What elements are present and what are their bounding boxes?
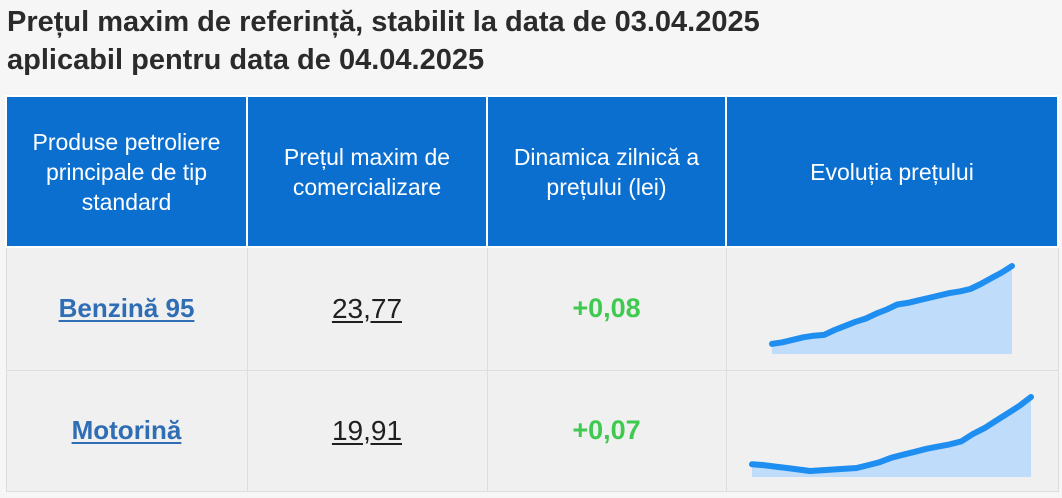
trend-line (748, 394, 1034, 474)
price-trend-sparkline (748, 394, 1034, 477)
price-link[interactable]: 19,91 (331, 414, 403, 446)
trend-cell (725, 369, 1059, 492)
table-row: Benzină 95 23,77 +0,08 (5, 246, 1059, 371)
page-title-line1: Prețul maxim de referință, stabilit la d… (7, 6, 760, 38)
trend-line (768, 263, 1015, 348)
price-cell: 19,91 (246, 369, 488, 492)
product-cell: Benzină 95 (5, 246, 248, 371)
daily-change-value: +0,08 (572, 293, 641, 324)
price-trend-sparkline (768, 263, 1015, 355)
product-link-benzina-95[interactable]: Benzină 95 (58, 293, 195, 324)
trend-area (751, 397, 1031, 477)
daily-change-value: +0,07 (572, 415, 641, 445)
page-title-line2: aplicabil pentru data de 04.04.2025 (7, 44, 485, 76)
change-cell: +0,07 (486, 369, 727, 492)
price-link[interactable]: 23,77 (331, 292, 403, 324)
header-price-evolution: Evoluția prețului (725, 95, 1059, 248)
table-header-row: Produse petroliere principale de tip sta… (5, 95, 1059, 248)
header-max-price: Prețul maxim de comercializare (246, 95, 488, 248)
product-link-motorina[interactable]: Motorină (71, 415, 182, 445)
page-title: Prețul maxim de referință, stabilit la d… (7, 3, 1057, 79)
header-daily-change: Dinamica zilnică a prețului (lei) (486, 95, 727, 248)
table-row: Motorină 19,91 +0,07 (5, 369, 1059, 492)
max-price-table: Produse petroliere principale de tip sta… (5, 95, 1059, 492)
price-cell: 23,77 (246, 246, 488, 371)
header-products: Produse petroliere principale de tip sta… (5, 95, 248, 248)
product-cell: Motorină (5, 369, 248, 492)
change-cell: +0,08 (486, 246, 727, 371)
trend-cell (725, 246, 1059, 371)
